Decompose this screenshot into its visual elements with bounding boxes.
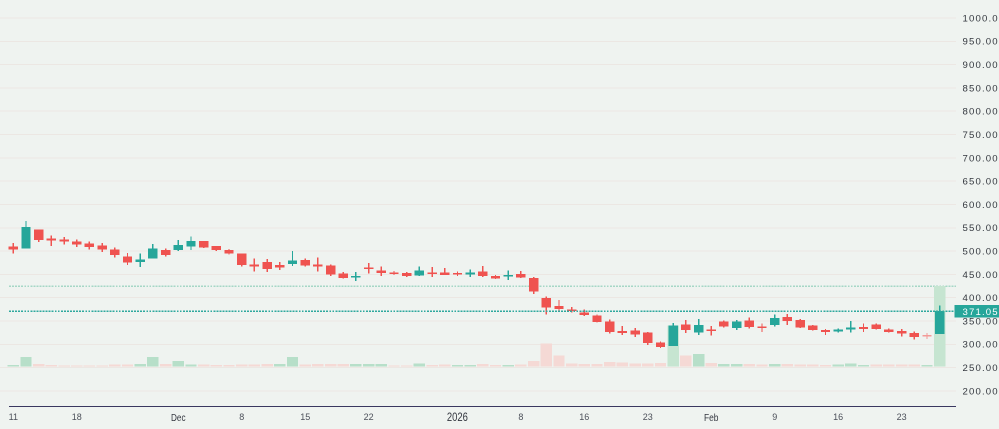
svg-text:1000.00: 1000.00: [963, 13, 999, 24]
svg-text:23: 23: [643, 412, 653, 422]
svg-text:750.00: 750.00: [963, 130, 999, 141]
svg-text:900.00: 900.00: [963, 60, 999, 71]
svg-text:22: 22: [364, 412, 374, 422]
svg-text:300.00: 300.00: [963, 340, 999, 351]
svg-text:200.00: 200.00: [963, 386, 999, 397]
svg-text:23: 23: [897, 412, 907, 422]
svg-text:371.05: 371.05: [963, 307, 999, 318]
svg-text:700.00: 700.00: [963, 153, 999, 164]
svg-text:8: 8: [518, 412, 523, 422]
svg-text:Feb: Feb: [704, 413, 719, 424]
svg-text:450.00: 450.00: [963, 270, 999, 281]
svg-text:550.00: 550.00: [963, 223, 999, 234]
svg-text:8: 8: [239, 412, 244, 422]
svg-text:18: 18: [72, 412, 82, 422]
svg-text:Dec: Dec: [171, 413, 186, 424]
svg-text:500.00: 500.00: [963, 247, 999, 258]
svg-text:2026: 2026: [447, 412, 468, 424]
svg-text:350.00: 350.00: [963, 316, 999, 327]
svg-text:650.00: 650.00: [963, 177, 999, 188]
svg-text:16: 16: [579, 412, 589, 422]
svg-text:850.00: 850.00: [963, 83, 999, 94]
svg-text:800.00: 800.00: [963, 107, 999, 118]
svg-text:9: 9: [772, 412, 777, 422]
svg-text:400.00: 400.00: [963, 293, 999, 304]
svg-text:15: 15: [300, 412, 310, 422]
svg-text:950.00: 950.00: [963, 37, 999, 48]
svg-text:600.00: 600.00: [963, 200, 999, 211]
svg-text:16: 16: [833, 412, 843, 422]
svg-text:250.00: 250.00: [963, 363, 999, 374]
svg-text:11: 11: [9, 412, 18, 422]
